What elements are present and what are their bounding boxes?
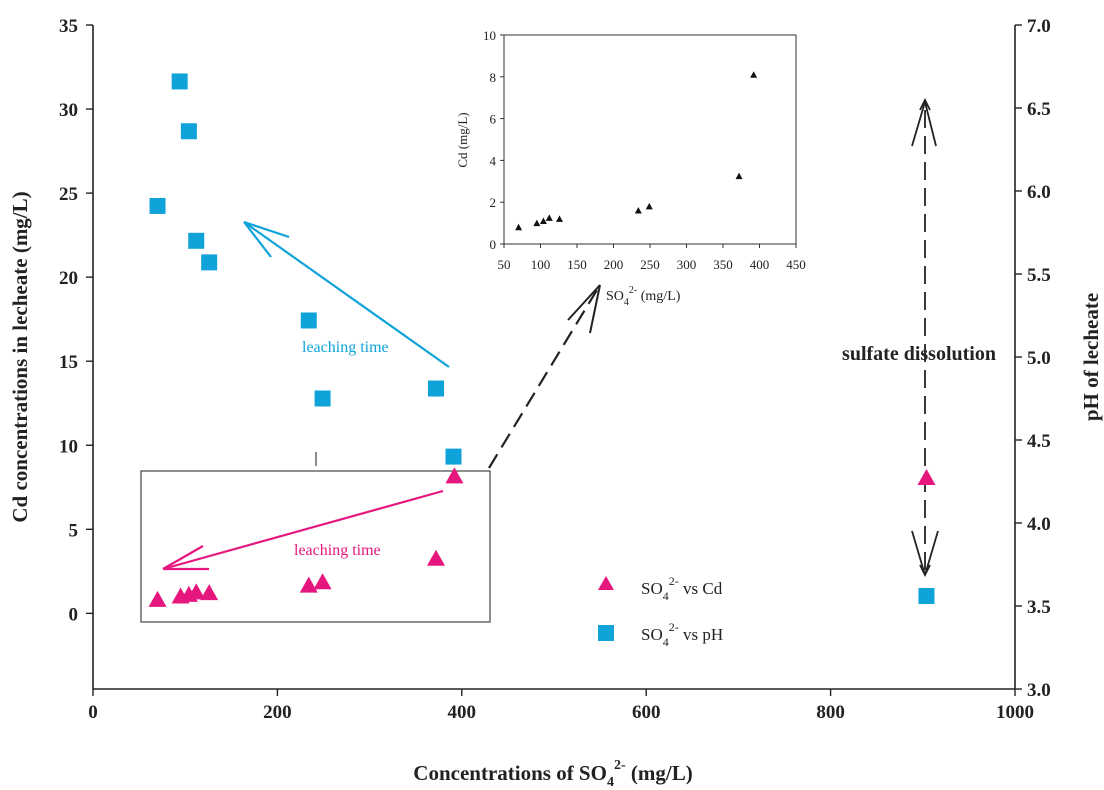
inset-y-tick-label: 4 bbox=[490, 153, 497, 168]
y-right-tick-label: 4.5 bbox=[1027, 431, 1051, 452]
x-tick-label: 600 bbox=[632, 702, 661, 723]
inset-x-tick-label: 450 bbox=[786, 257, 806, 272]
cd-triangle-point bbox=[426, 549, 445, 566]
y-left-tick-label: 20 bbox=[59, 268, 78, 289]
y-right-tick-label: 3.5 bbox=[1027, 597, 1051, 618]
y-right-tick-label: 3.0 bbox=[1027, 680, 1051, 701]
inset-chart: 50 100 150 200 250 300 350 400 450 0 2 4 6 8 10 Cd (mg… bbox=[455, 28, 806, 308]
y-left-axis-title: Cd concentrations in lecheate (mg/L) bbox=[8, 191, 32, 522]
leaching-time-pink-label: leaching time bbox=[294, 542, 381, 559]
x-axis-title: Concentrations of SO42- (mg/L) bbox=[413, 758, 692, 790]
inset-x-tick-label: 350 bbox=[713, 257, 733, 272]
x-tick-label: 0 bbox=[88, 702, 98, 723]
cd-triangle-point bbox=[917, 469, 936, 486]
y-right-tick-label: 6.5 bbox=[1027, 99, 1051, 120]
blue-leaching-arrow bbox=[243, 220, 450, 368]
y-left-tick-label: 30 bbox=[59, 100, 78, 121]
cd-triangle-point bbox=[187, 583, 206, 600]
x-tick-label: 200 bbox=[263, 702, 292, 723]
y-right-tick-label: 4.0 bbox=[1027, 514, 1051, 535]
highlight-box bbox=[140, 470, 491, 623]
inset-x-tick-label: 250 bbox=[640, 257, 660, 272]
y-right-axis-title: pH of lecheate bbox=[1079, 293, 1103, 421]
legend-marker-ph bbox=[598, 625, 614, 641]
ph-square-point bbox=[918, 588, 935, 605]
inset-y-tick-label: 0 bbox=[490, 237, 497, 252]
legend-label-ph: SO42- vs pH bbox=[641, 620, 723, 649]
cd-triangle-point bbox=[313, 573, 332, 590]
pink-leaching-arrow bbox=[162, 489, 444, 571]
ph-square-point bbox=[201, 254, 218, 271]
inset-x-tick-label: 150 bbox=[567, 257, 587, 272]
inset-point bbox=[634, 207, 642, 214]
x-tick-label: 400 bbox=[448, 702, 477, 723]
inset-x-axis-title: SO42- (mg/L) bbox=[606, 285, 681, 308]
inset-x-tick-label: 200 bbox=[604, 257, 624, 272]
cd-triangle-point bbox=[200, 584, 219, 601]
x-tick-label: 1000 bbox=[996, 702, 1034, 723]
legend-label-cd: SO42- vs Cd bbox=[641, 574, 723, 603]
ph-square-point bbox=[180, 123, 197, 140]
inset-point bbox=[533, 219, 541, 227]
ph-square-point bbox=[149, 197, 166, 214]
inset-x-tick-label: 50 bbox=[498, 257, 511, 272]
legend-marker-cd bbox=[598, 576, 614, 590]
cd-triangle-point bbox=[445, 467, 464, 484]
inset-y-tick-label: 2 bbox=[490, 195, 497, 210]
y-right-tick-label: 7.0 bbox=[1027, 16, 1051, 37]
inset-point bbox=[735, 172, 743, 180]
y-left-tick-label: 15 bbox=[59, 352, 78, 373]
inset-y-tick-label: 10 bbox=[483, 28, 496, 43]
inset-point bbox=[750, 71, 758, 78]
legend: SO42- vs Cd SO42- vs pH bbox=[598, 574, 723, 649]
inset-point bbox=[539, 217, 547, 225]
y-right-tick-label: 5.5 bbox=[1027, 265, 1051, 286]
ph-square-point bbox=[188, 232, 205, 249]
y-right-tick-label: 6.0 bbox=[1027, 182, 1051, 203]
series-so4-vs-ph bbox=[149, 73, 935, 605]
cd-triangle-point bbox=[148, 590, 167, 607]
y-left-tick-label: 25 bbox=[59, 184, 78, 205]
inset-y-tick-label: 8 bbox=[490, 70, 497, 85]
ph-square-point bbox=[445, 448, 462, 465]
inset-x-tick-label: 300 bbox=[677, 257, 697, 272]
leaching-time-blue-label: leaching time bbox=[302, 339, 389, 356]
inset-pointer-arrow bbox=[488, 284, 601, 469]
inset-point bbox=[645, 202, 653, 210]
inset-y-tick-label: 6 bbox=[490, 112, 497, 127]
sulfate-dissolution-label: sulfate dissolution bbox=[842, 343, 996, 365]
inset-y-axis-title: Cd (mg/L) bbox=[455, 112, 470, 167]
y-left-tick-label: 5 bbox=[69, 520, 79, 541]
inset-x-tick-label: 100 bbox=[531, 257, 551, 272]
inset-point bbox=[515, 223, 523, 231]
y-left-tick-label: 35 bbox=[59, 16, 78, 37]
inset-point bbox=[555, 215, 563, 222]
y-right-tick-label: 5.0 bbox=[1027, 348, 1051, 369]
inset-point bbox=[545, 214, 553, 221]
sulfate-dissolution-arrow bbox=[911, 97, 939, 578]
x-tick-label: 800 bbox=[816, 702, 845, 723]
y-left-tick-label: 10 bbox=[59, 436, 78, 457]
ph-square-point bbox=[427, 380, 444, 397]
inset-pointer-arrowhead bbox=[567, 284, 601, 334]
inset-x-tick-label: 400 bbox=[750, 257, 770, 272]
ph-square-point bbox=[300, 312, 317, 329]
y-left-tick-label: 0 bbox=[69, 604, 79, 625]
ph-square-point bbox=[171, 73, 188, 90]
cd-triangle-point bbox=[299, 576, 318, 593]
ph-square-point bbox=[314, 390, 331, 407]
series-so4-vs-cd bbox=[148, 467, 936, 607]
